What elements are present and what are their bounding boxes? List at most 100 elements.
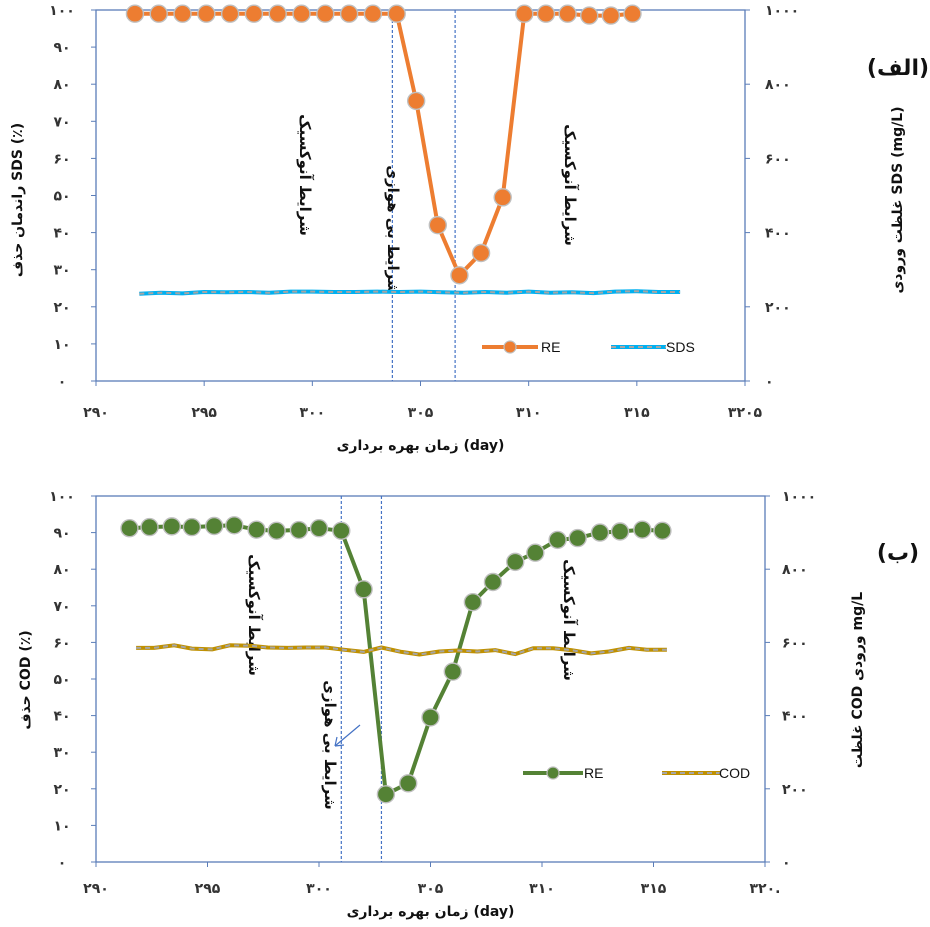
y-left-tick-label: ۷۰ xyxy=(53,114,70,130)
phase-region-label: شرایط آنوکسیک xyxy=(561,124,579,246)
legend-label-re: RE xyxy=(584,765,603,781)
phase-region-label: شرایط بی هوازی xyxy=(384,165,402,295)
legend-label-cod: COD xyxy=(719,765,750,781)
y-left-tick-label: ۰ xyxy=(58,855,67,871)
data-point-re xyxy=(590,523,610,542)
data-point-re xyxy=(149,4,168,23)
data-point-re xyxy=(387,4,406,23)
data-point-re xyxy=(120,519,139,538)
data-point-re xyxy=(580,6,599,25)
data-point-re xyxy=(363,4,383,23)
y-left-tick-label: ۴۰ xyxy=(53,709,70,725)
data-point-re xyxy=(173,4,192,23)
y-right-tick-label: ۰ xyxy=(782,855,791,871)
x-tick-label: ۳۱۰ xyxy=(516,405,542,421)
data-point-re xyxy=(633,520,652,539)
data-point-re xyxy=(182,517,202,537)
data-point-re xyxy=(463,592,483,612)
data-point-re xyxy=(399,774,418,793)
plot-frame xyxy=(95,9,746,382)
y-right-tick-label: ۸۰۰ xyxy=(765,77,791,93)
data-point-re xyxy=(471,243,491,263)
y-left-tick-label: ۳۰ xyxy=(53,745,70,761)
x-tick-label: ۳۲۰. xyxy=(750,881,781,897)
y-left-axis-title: راندمان حذف SDS (٪) xyxy=(10,123,26,277)
data-point-re xyxy=(162,517,182,536)
y-left-tick-label: ۸۰ xyxy=(53,77,70,93)
y-right-axis-title: غلظت COD ورودی mg/L xyxy=(850,592,866,768)
y-right-tick-label: ۱۰۰۰ xyxy=(765,3,799,19)
y-left-tick-label: ۸۰ xyxy=(53,562,70,578)
data-point-re xyxy=(493,188,512,207)
data-point-re xyxy=(267,521,286,540)
x-tick-label: ۳۱۰ xyxy=(529,881,555,897)
x-axis-title: زمان بهره برداری (day) xyxy=(337,438,505,454)
data-point-re xyxy=(623,4,642,23)
legend-label-sds: SDS xyxy=(666,339,695,355)
y-left-tick-label: ۱۰۰ xyxy=(49,3,75,19)
data-point-re xyxy=(244,4,264,23)
series-line-re xyxy=(129,523,663,797)
legend-marker-re xyxy=(503,340,517,354)
data-point-re xyxy=(515,4,534,23)
x-axis-title: زمان بهره برداری (day) xyxy=(347,904,515,920)
panel-label: (الف) xyxy=(867,56,929,81)
panel-label: (ب) xyxy=(877,541,919,566)
data-point-re xyxy=(225,516,244,535)
data-point-re xyxy=(292,4,311,23)
annotation-arrow xyxy=(334,724,361,747)
data-point-re xyxy=(536,4,556,23)
y-right-tick-label: ۴۰۰ xyxy=(782,709,808,725)
data-point-re xyxy=(354,580,373,599)
data-point-re xyxy=(568,528,587,548)
x-tick-label: ۳۱۵ xyxy=(624,405,650,421)
y-left-tick-label: ۶۰ xyxy=(53,151,70,167)
x-tick-label: ۲۹۵ xyxy=(195,881,221,897)
series-line-overlay-cod xyxy=(136,644,667,656)
series-line-re xyxy=(134,11,633,278)
y-left-tick-label: ۲۰ xyxy=(53,782,70,798)
x-tick-label: ۲۹۰ xyxy=(83,405,109,421)
legend-marker-re xyxy=(546,766,560,780)
y-left-tick-label: ۷۰ xyxy=(53,599,70,615)
chart-panel-a: ۲۹۰ ۲۹۵ ۳۰۰ ۳۰۵ ۳۱۰ ۳۱۵ ۳۲۰۵۰۱۰۲۰۳۰۴۰۵۰۶۰۷۰۸۰۹… xyxy=(10,3,929,454)
x-tick-label: ۲۹۰ xyxy=(83,881,109,897)
plot-frame xyxy=(95,495,766,863)
x-tick-label: ۳۲۰۵ xyxy=(728,405,763,421)
data-point-re xyxy=(289,520,309,540)
phase-region-label: شرایط آنوکسیک xyxy=(560,559,578,681)
x-tick-label: ۳۰۰ xyxy=(300,405,326,421)
data-point-re xyxy=(247,520,266,539)
annotation-arrowhead xyxy=(334,736,345,747)
y-right-tick-label: ۱۰۰۰ xyxy=(782,489,816,505)
y-left-tick-label: ۹۰ xyxy=(53,40,70,56)
y-right-tick-label: ۶۰۰ xyxy=(765,151,791,167)
data-point-re xyxy=(483,572,503,592)
phase-region-label: شرایط بی هوازی xyxy=(321,680,339,810)
data-point-re xyxy=(601,6,621,25)
x-tick-label: ۳۱۵ xyxy=(641,881,667,897)
y-right-axis-title: غلظت ورودی SDS (mg/L) xyxy=(890,106,906,293)
data-point-re xyxy=(309,519,329,538)
phase-region-label: شرایط آنوکسیک xyxy=(296,114,314,236)
data-point-re xyxy=(526,543,545,562)
y-left-tick-label: ۵۰ xyxy=(53,189,70,205)
legend-label-re: RE xyxy=(541,339,560,355)
data-point-re xyxy=(125,4,145,23)
phase-region-label: شرایط آنوکسیک xyxy=(245,554,263,676)
data-point-re xyxy=(332,521,351,540)
y-left-tick-label: ۰ xyxy=(58,374,67,390)
series-line-cod xyxy=(136,643,667,657)
y-left-tick-label: ۵۰ xyxy=(53,672,70,688)
x-tick-label: ۳۰۵ xyxy=(418,881,444,897)
data-point-re xyxy=(450,266,469,285)
data-point-re xyxy=(140,517,159,537)
data-point-re xyxy=(204,516,224,536)
data-point-re xyxy=(653,521,672,540)
y-left-tick-label: ۱۰ xyxy=(53,337,70,353)
data-point-re xyxy=(197,4,216,23)
chart-panel-b: ۲۹۰ ۲۹۵ ۳۰۰ ۳۰۵ ۳۱۰ ۳۱۵ ۳۲۰.۰۱۰۲۰۳۰۴۰۵۰۶۰۷۰۸۰۹… xyxy=(18,489,919,920)
data-point-re xyxy=(376,785,396,804)
data-point-re xyxy=(316,4,335,23)
